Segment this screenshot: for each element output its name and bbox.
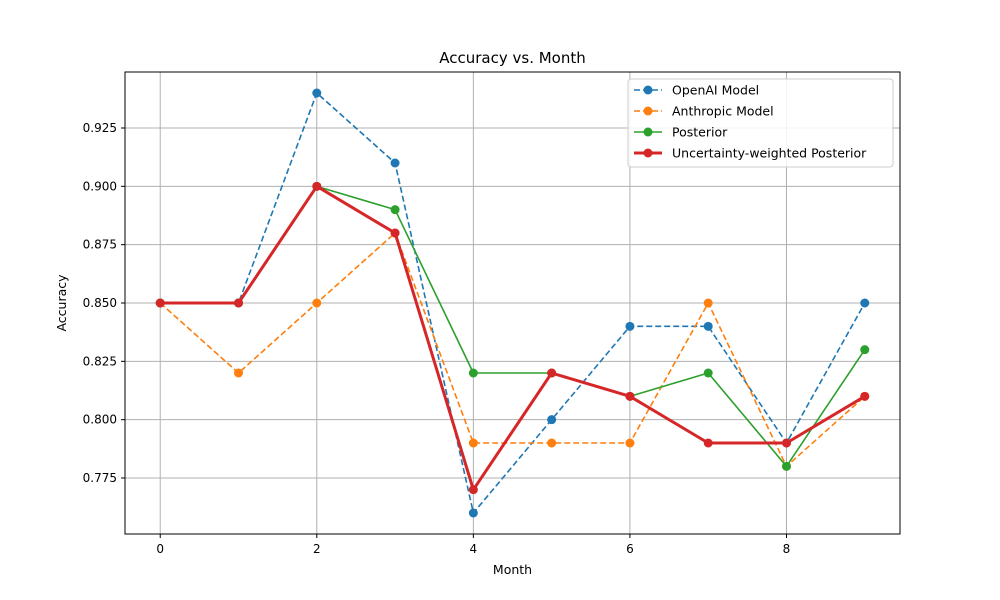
data-point — [390, 228, 400, 238]
legend: OpenAI Model Anthropic Model Posterior Unce… — [627, 78, 894, 168]
y-tick-label: 0.925 — [83, 121, 117, 135]
data-point — [234, 368, 244, 378]
legend-label: Anthropic Model — [672, 104, 774, 119]
x-tick-label: 4 — [470, 542, 478, 556]
data-point — [860, 345, 870, 355]
legend-marker — [643, 85, 653, 95]
data-point — [468, 485, 478, 495]
data-point — [781, 438, 791, 448]
y-tick-label: 0.850 — [83, 296, 117, 310]
data-point — [625, 321, 635, 331]
data-point — [703, 438, 713, 448]
data-point — [468, 368, 478, 378]
data-point — [703, 298, 713, 308]
data-point — [703, 321, 713, 331]
legend-marker — [643, 148, 653, 158]
legend-item: Posterior — [634, 125, 728, 140]
data-point — [860, 391, 870, 401]
data-point — [547, 368, 557, 378]
legend-marker — [643, 106, 653, 116]
legend-marker — [643, 127, 653, 137]
data-point — [312, 298, 322, 308]
data-point — [781, 461, 791, 471]
data-point — [312, 181, 322, 191]
legend-label: OpenAI Model — [672, 83, 759, 98]
data-point — [625, 438, 635, 448]
series-uncertainty-weighted-posterior — [155, 181, 870, 495]
y-axis-title: Accuracy — [54, 274, 69, 332]
series-line — [160, 92, 866, 514]
legend-box — [627, 78, 894, 168]
series-line — [159, 232, 866, 468]
y-tick-label: 0.875 — [83, 238, 117, 252]
x-axis-title: Month — [493, 562, 532, 577]
data-point — [390, 205, 400, 215]
data-point — [703, 368, 713, 378]
x-tick-label: 2 — [313, 542, 321, 556]
legend-item: Uncertainty-weighted Posterior — [634, 146, 867, 161]
chart-title: Accuracy vs. Month — [439, 49, 586, 67]
data-point — [155, 298, 165, 308]
data-point — [468, 508, 478, 518]
data-point — [860, 298, 870, 308]
series-line — [160, 184, 866, 492]
legend-item: OpenAI Model — [634, 83, 759, 98]
x-tick-label: 0 — [156, 542, 164, 556]
data-point — [312, 88, 322, 98]
data-point — [234, 298, 244, 308]
legend-label: Uncertainty-weighted Posterior — [672, 146, 867, 161]
y-tick-label: 0.825 — [83, 354, 117, 368]
data-point — [547, 415, 557, 425]
data-point — [390, 158, 400, 168]
data-point — [547, 438, 557, 448]
y-tick-label: 0.775 — [83, 471, 117, 485]
x-tick-label: 6 — [626, 542, 634, 556]
legend-label: Posterior — [672, 125, 728, 140]
y-tick-label: 0.800 — [83, 413, 117, 427]
x-tick-label: 8 — [783, 542, 791, 556]
data-point — [468, 438, 478, 448]
legend-item: Anthropic Model — [634, 104, 774, 119]
series-layer — [155, 88, 870, 518]
axis-ticks: 0 2 4 6 8 0.775 0.800 0.825 0.850 0.875 0.900 0.925 — [83, 121, 791, 556]
data-point — [625, 391, 635, 401]
y-tick-label: 0.900 — [83, 179, 117, 193]
